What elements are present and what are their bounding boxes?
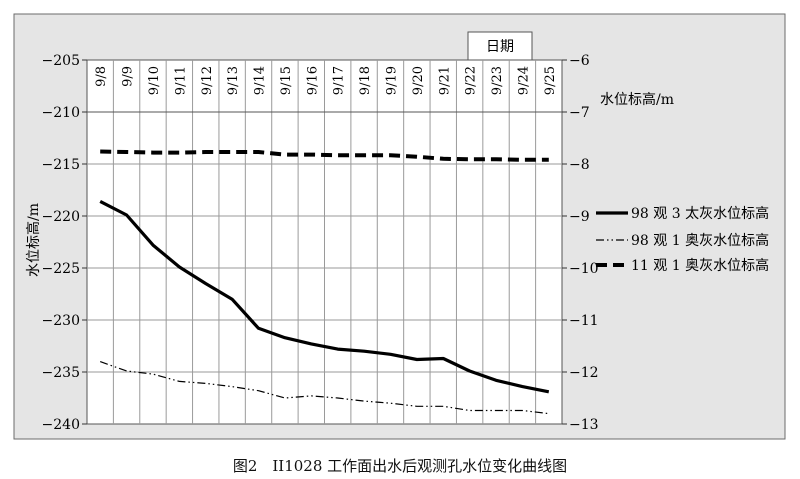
x-tick-label: 9/14 [253,66,268,95]
right-y-tick-labels: −6 −7 −8 −9 −10 −11 −12 −13 [562,53,599,433]
x-tick-label: 9/15 [279,66,294,95]
right-axis-title: 水位标高/m [600,91,674,108]
x-tick-label: 9/25 [543,66,558,95]
right-y-tick-label: −8 [569,157,590,173]
x-tick-label: 9/17 [332,66,347,95]
legend-label: 98 观 3 太灰水位标高 [631,205,769,222]
left-y-tick-labels: −205 −210 −215 −220 −225 −230 −235 −240 [42,53,87,433]
right-y-tick-label: −10 [569,261,599,277]
legend-label: 98 观 1 奥灰水位标高 [631,232,769,249]
left-y-tick-label: −205 [42,53,80,69]
x-tick-label: 9/13 [226,66,241,95]
x-tick-label: 9/20 [411,66,426,95]
x-tick-label: 9/21 [437,66,452,95]
x-tick-label: 9/22 [464,66,479,95]
series-line-1 [99,199,550,394]
date-title-box [467,31,533,61]
right-y-tick-label: −11 [569,313,599,329]
left-axis-title: 水位标高/m [25,203,42,277]
x-tick-label: 9/9 [121,66,136,87]
legend: 98 观 3 太灰水位标高 98 观 1 奥灰水位标高 11 观 1 奥灰水位标高 [596,205,769,274]
x-tick-label: 9/23 [490,66,505,95]
series-line-3 [100,149,549,162]
right-y-tick-label: −7 [569,105,590,121]
right-y-tick-label: −12 [569,365,599,381]
left-y-tick-label: −215 [42,157,80,173]
x-tick-label: 9/11 [173,66,188,95]
x-tick-label: 9/18 [358,66,373,95]
x-tick-label: 9/8 [94,66,109,87]
figure-caption: 图2 II1028 工作面出水后观测孔水位变化曲线图 [232,457,568,475]
legend-label: 11 观 1 奥灰水位标高 [631,257,769,274]
right-y-tick-label: −6 [569,53,590,69]
left-y-tick-label: −210 [42,105,80,121]
left-y-tick-label: −225 [42,261,80,277]
left-y-tick-label: −240 [42,417,80,433]
right-y-tick-label: −13 [569,417,599,433]
gridlines [87,60,562,424]
x-tick-labels: 9/8 9/9 9/10 9/11 9/12 9/13 9/14 9/15 9/16 9/17 9/… [94,66,558,95]
x-tick-label: 9/10 [147,66,162,95]
x-tick-label: 9/24 [516,66,531,95]
x-tick-label: 9/19 [384,66,399,95]
left-y-tick-label: −235 [42,365,80,381]
x-tick-label: 9/16 [305,66,320,95]
left-y-tick-label: −220 [42,209,80,225]
right-y-tick-label: −9 [569,209,590,225]
left-y-tick-label: −230 [42,313,80,329]
x-tick-label: 9/12 [200,66,215,95]
series-lines [99,149,550,415]
top-axis-title: 日期 [486,39,514,55]
